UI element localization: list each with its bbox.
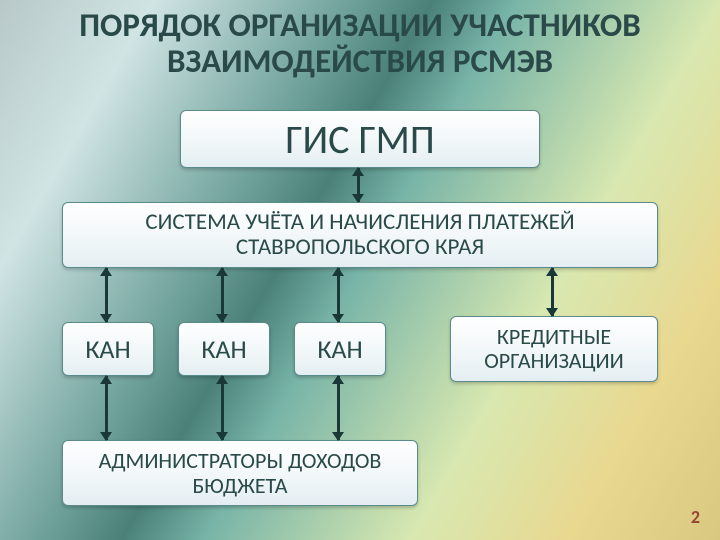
box-credit-orgs: КРЕДИТНЫЕ ОРГАНИЗАЦИИ (450, 316, 658, 382)
arrow-kan1-to-admin (105, 376, 108, 440)
box-gis-gmp: ГИС ГМП (180, 110, 540, 168)
arrow-kan3-to-admin (337, 376, 340, 440)
box-kan-2: КАН (178, 322, 270, 376)
slide-canvas: ПОРЯДОК ОРГАНИЗАЦИИ УЧАСТНИКОВ ВЗАИМОДЕЙ… (0, 0, 720, 540)
box-admin-label: АДМИНИСТРАТОРЫ ДОХОДОВ БЮДЖЕТА (63, 448, 417, 499)
box-system: СИСТЕМА УЧЁТА И НАЧИСЛЕНИЯ ПЛАТЕЖЕЙ СТАВ… (62, 202, 658, 268)
box-credit-label: КРЕДИТНЫЕ ОРГАНИЗАЦИИ (451, 325, 657, 373)
arrow-system-to-credit (551, 268, 554, 316)
box-kan-1: КАН (62, 322, 154, 376)
box-kan-3-label: КАН (317, 333, 362, 365)
box-system-label: СИСТЕМА УЧЁТА И НАЧИСЛЕНИЯ ПЛАТЕЖЕЙ СТАВ… (63, 210, 657, 261)
box-kan-2-label: КАН (201, 333, 246, 365)
box-admin-income: АДМИНИСТРАТОРЫ ДОХОДОВ БЮДЖЕТА (62, 440, 418, 506)
arrow-gis-to-system (357, 168, 360, 202)
arrow-system-to-kan2 (221, 268, 224, 322)
arrow-system-to-kan3 (337, 268, 340, 322)
page-number: 2 (691, 506, 700, 528)
box-kan-3: КАН (294, 322, 386, 376)
box-kan-1-label: КАН (85, 333, 130, 365)
arrow-system-to-kan1 (105, 268, 108, 322)
box-gis-label: ГИС ГМП (285, 115, 434, 164)
slide-title: ПОРЯДОК ОРГАНИЗАЦИИ УЧАСТНИКОВ ВЗАИМОДЕЙ… (0, 8, 720, 79)
arrow-kan2-to-admin (221, 376, 224, 440)
